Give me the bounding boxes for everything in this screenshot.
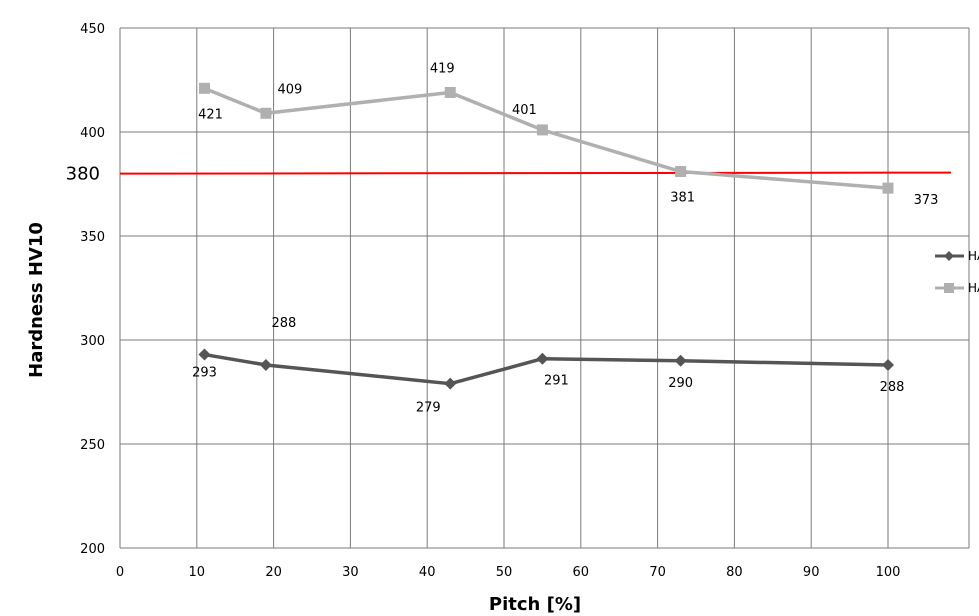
data-label-hazo: 373 xyxy=(914,193,939,208)
x-tick-label: 10 xyxy=(189,565,206,580)
data-label-hazo: 421 xyxy=(198,107,223,122)
data-label-hazo: 409 xyxy=(278,82,303,97)
data-point-hazn xyxy=(882,358,894,371)
data-label-hazo: 419 xyxy=(430,61,455,76)
data-point-hazn xyxy=(536,352,549,365)
data-point-hazo xyxy=(536,124,548,136)
reference-line-group: 380 xyxy=(66,164,952,185)
data-label-hazn: 288 xyxy=(880,380,905,395)
y-tick-label: 300 xyxy=(80,334,105,349)
data-point-hazo xyxy=(260,107,272,119)
data-point-hazn xyxy=(259,358,272,371)
x-tick-label: 80 xyxy=(726,565,743,580)
y-tick-label: 400 xyxy=(80,126,105,141)
x-tick-label: 30 xyxy=(342,565,359,580)
data-point-hazn xyxy=(674,354,687,367)
data-labels: 293 288 279 291 290 288 421 409 419 401 381 373 xyxy=(192,61,938,415)
y-tick-label: 350 xyxy=(80,230,105,245)
x-tick-label: 0 xyxy=(116,565,124,580)
x-tick-label: 100 xyxy=(876,565,901,580)
legend: HAZN HAZO xyxy=(935,249,979,295)
series-line-hazn xyxy=(204,352,889,386)
legend-label: HAZO xyxy=(968,281,979,295)
data-point-hazo xyxy=(675,166,687,178)
series-line-hazo xyxy=(203,86,889,190)
y-tick-label: 200 xyxy=(80,542,105,557)
data-point-hazn xyxy=(444,377,457,390)
x-tick-label: 60 xyxy=(573,565,590,580)
data-label-hazo: 381 xyxy=(670,191,695,206)
x-tick-label: 90 xyxy=(803,565,820,580)
data-label-hazn: 290 xyxy=(668,376,693,391)
data-label-hazn: 291 xyxy=(544,374,569,389)
legend-marker xyxy=(944,283,954,293)
x-tick-label: 50 xyxy=(496,565,513,580)
data-point-hazo xyxy=(198,82,210,94)
data-point-hazn xyxy=(198,348,211,361)
y-tick-label: 250 xyxy=(80,438,105,453)
y-tick-labels: 200 250 300 350 400 450 xyxy=(80,22,105,557)
y-axis-title: Hardness HV10 xyxy=(26,222,47,378)
x-tick-labels: 0 10 20 30 40 50 60 70 80 90 100 xyxy=(116,565,901,580)
series-group xyxy=(198,82,894,390)
reference-line-label: 380 xyxy=(66,164,100,185)
x-tick-label: 20 xyxy=(265,565,282,580)
reference-line xyxy=(119,171,952,175)
data-label-hazn: 288 xyxy=(272,316,297,331)
y-tick-label: 450 xyxy=(80,22,105,37)
data-label-hazo: 401 xyxy=(512,103,537,118)
data-point-hazo xyxy=(882,182,894,194)
x-axis-title: Pitch [%] xyxy=(489,594,581,615)
legend-label: HAZN xyxy=(968,249,979,263)
data-point-hazo xyxy=(444,86,456,98)
data-label-hazn: 279 xyxy=(416,401,441,416)
data-label-hazn: 293 xyxy=(192,366,217,381)
legend-marker xyxy=(944,251,954,261)
x-tick-label: 40 xyxy=(419,565,436,580)
x-tick-label: 70 xyxy=(649,565,666,580)
